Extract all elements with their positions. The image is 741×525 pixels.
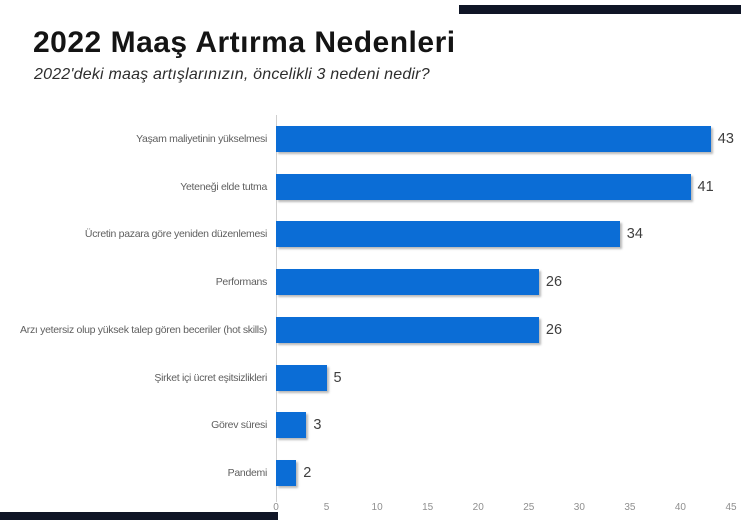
bar <box>276 125 711 152</box>
x-tick-label: 40 <box>674 502 686 513</box>
category-label: Görev süresi <box>211 419 267 432</box>
x-tick-label: 45 <box>725 502 737 513</box>
top-right-accent-bar <box>459 5 741 14</box>
category-label: Şirket içi ücret eşitsizlikleri <box>154 371 267 384</box>
bar <box>276 412 307 439</box>
bar <box>276 364 327 391</box>
value-label: 26 <box>545 321 563 338</box>
bar <box>276 269 539 296</box>
category-label: Yeteneği elde tutma <box>180 180 267 193</box>
x-tick-label: 15 <box>422 502 434 513</box>
bottom-left-accent-bar <box>0 512 278 520</box>
x-tick-label: 20 <box>472 502 484 513</box>
x-tick-label: 35 <box>624 502 636 513</box>
bar <box>276 316 539 343</box>
value-label: 43 <box>717 130 734 147</box>
y-axis-line <box>276 115 277 502</box>
value-label: 26 <box>545 274 563 291</box>
value-label: 3 <box>313 417 322 434</box>
value-label: 5 <box>333 369 342 386</box>
value-label: 2 <box>303 465 312 482</box>
value-label: 34 <box>626 226 643 243</box>
category-label: Yaşam maliyetinin yükselmesi <box>136 132 267 145</box>
x-tick-label: 25 <box>523 502 535 513</box>
bar <box>276 221 620 248</box>
x-tick-label: 30 <box>573 502 585 513</box>
category-label: Arzı yetersiz olup yüksek talep gören be… <box>20 323 267 336</box>
bar <box>276 460 297 487</box>
page-subtitle: 2022'deki maaş artışlarınızın, öncelikli… <box>34 66 430 83</box>
x-tick-label: 5 <box>323 502 330 513</box>
category-label: Performans <box>215 276 268 289</box>
category-label: Ücretin pazara göre yeniden düzenlemesi <box>84 228 267 241</box>
x-tick-label: 0 <box>273 502 279 513</box>
category-label: Pandemi <box>227 467 268 480</box>
bar <box>276 173 691 200</box>
page-title: 2022 Maaş Artırma Nedenleri <box>33 26 456 59</box>
x-tick-label: 10 <box>371 502 383 513</box>
value-label: 41 <box>697 178 714 195</box>
